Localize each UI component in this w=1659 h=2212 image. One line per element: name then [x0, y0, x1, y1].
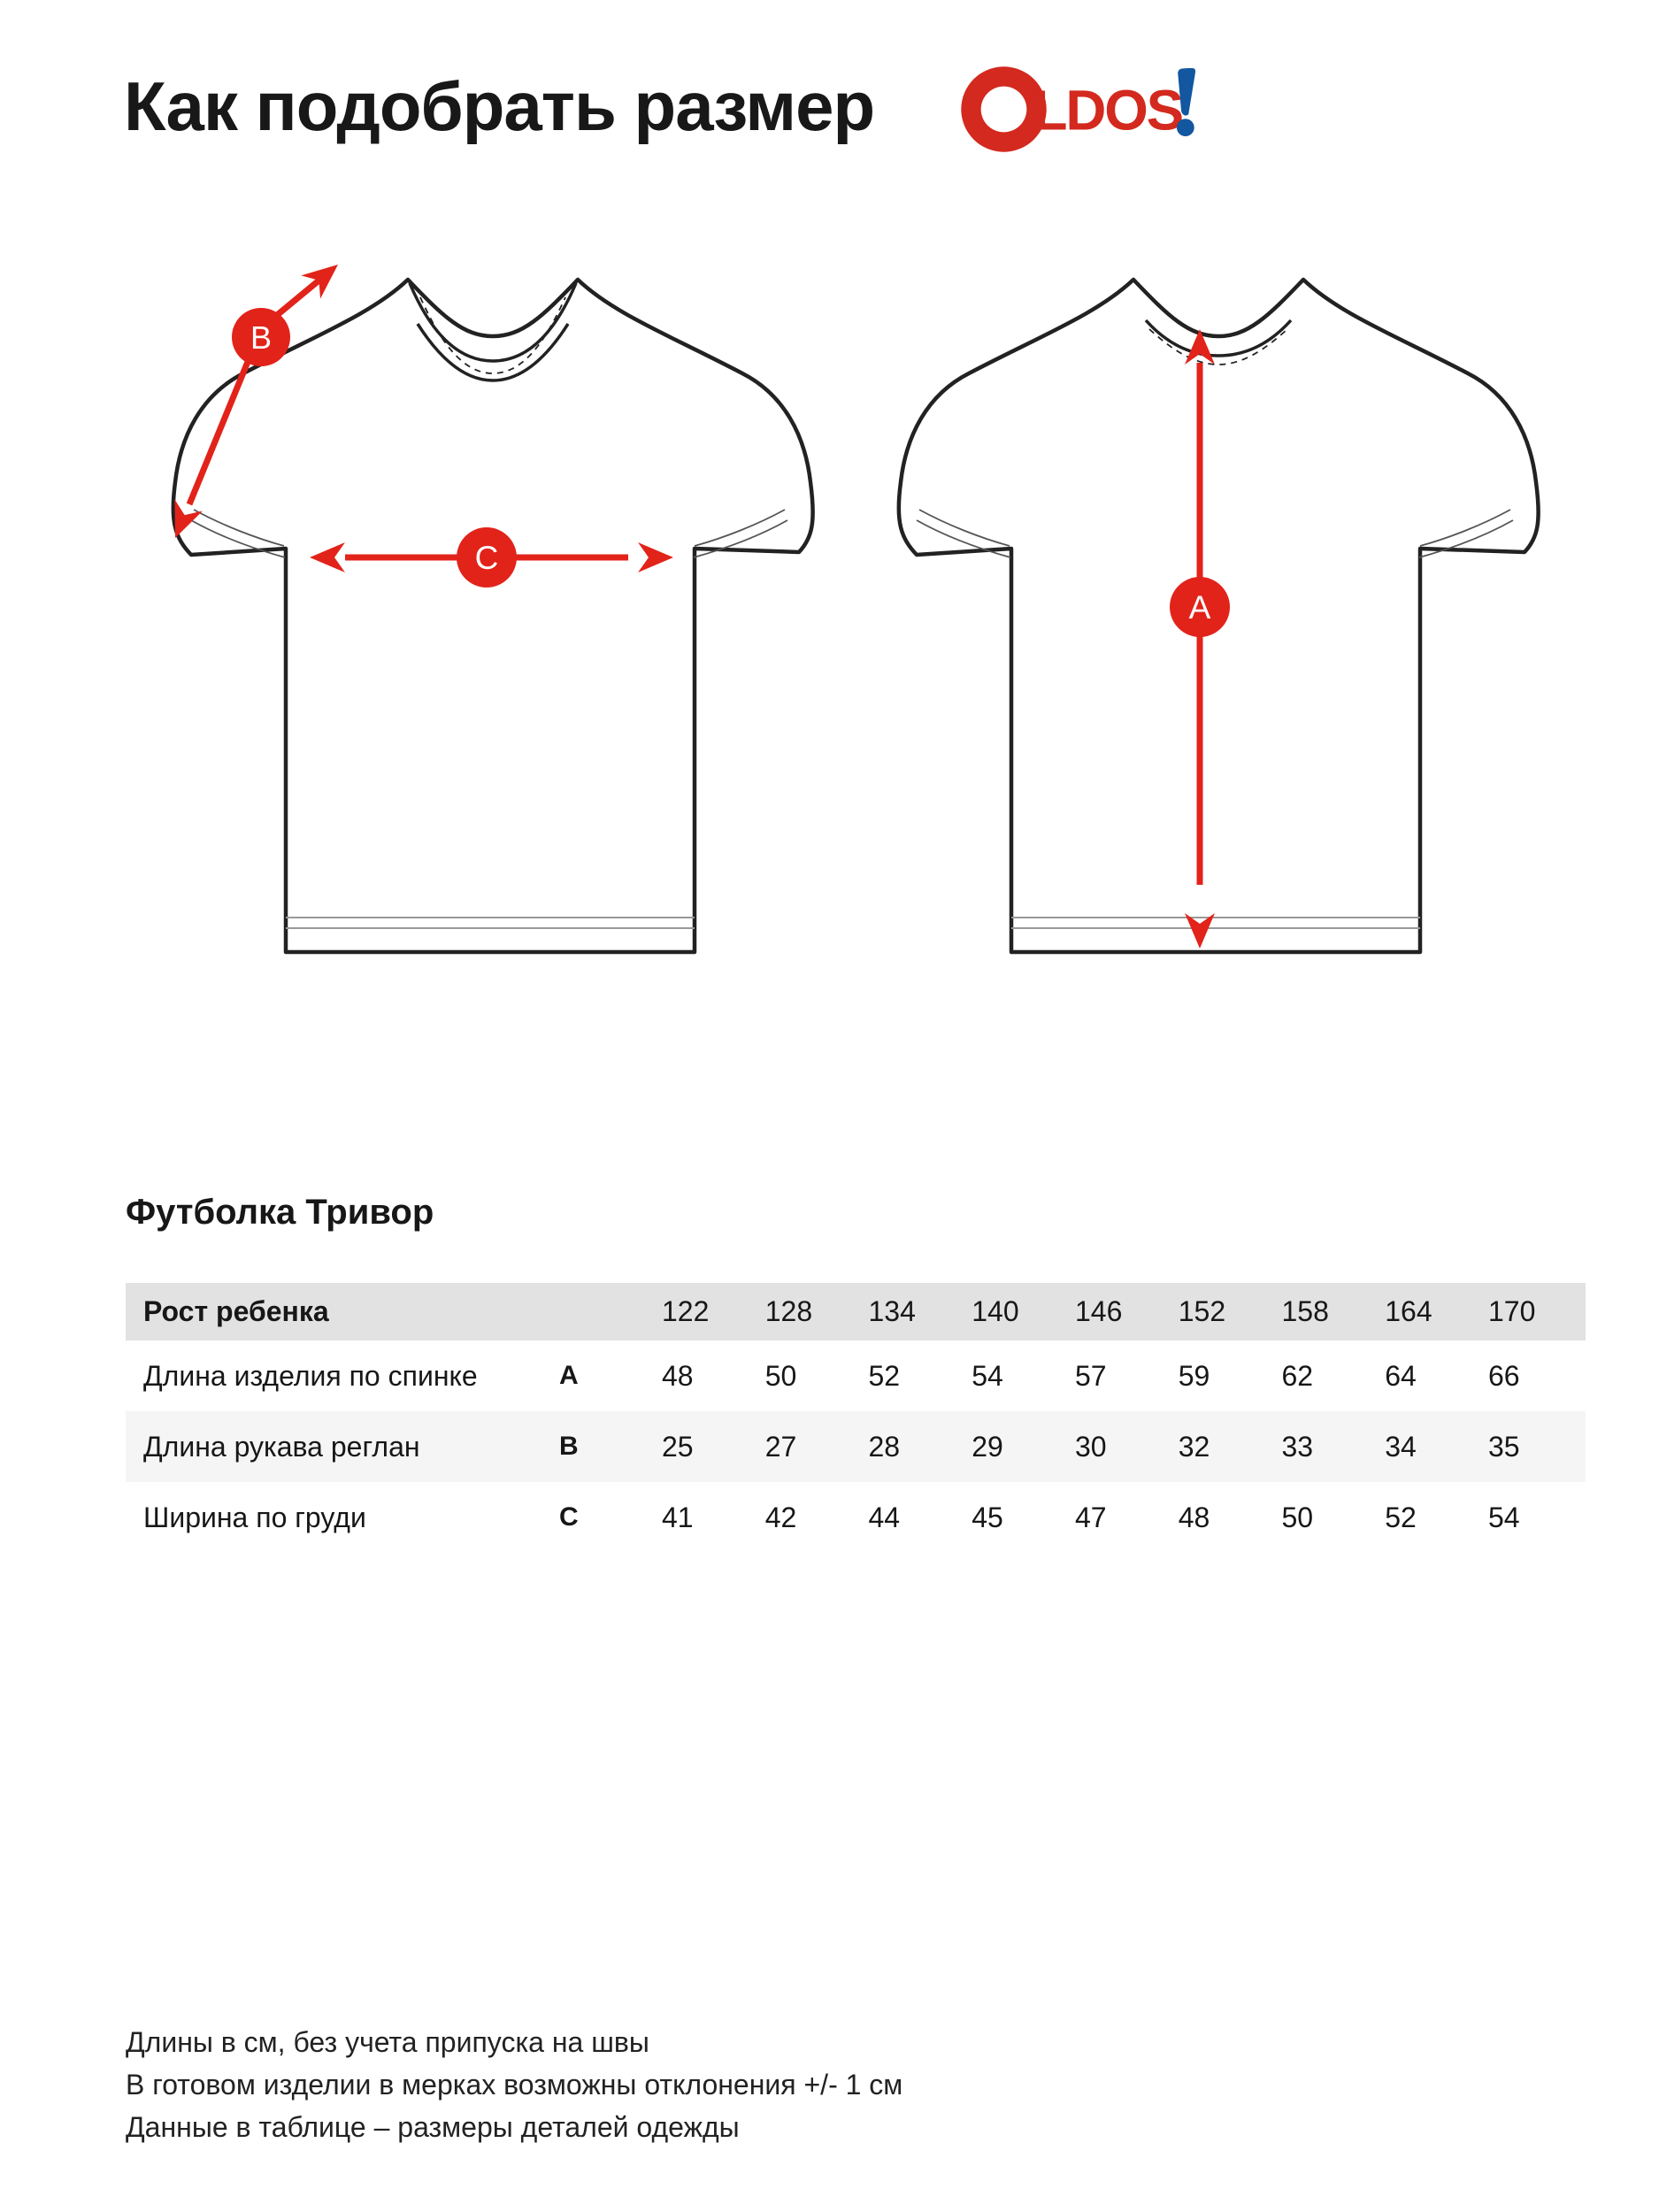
svg-text:B: B [250, 319, 272, 356]
svg-text:A: A [1189, 589, 1211, 626]
svg-text:C: C [475, 540, 499, 576]
